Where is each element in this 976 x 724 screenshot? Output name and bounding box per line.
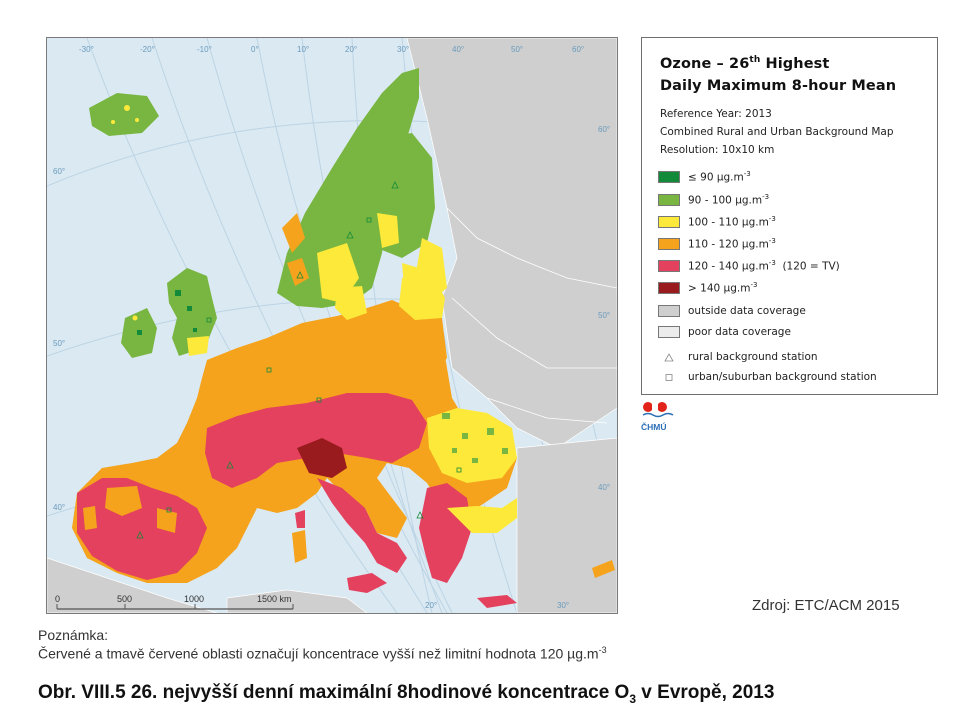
- resolution: Resolution: 10x10 km: [660, 144, 775, 156]
- triangle-icon: [664, 352, 674, 361]
- lon-label: 40°: [452, 45, 464, 54]
- scale-label: 1500 km: [257, 594, 292, 604]
- chmu-logo: ČHMÚ: [641, 400, 681, 436]
- legend-swatch: [658, 216, 680, 228]
- lon-label: 30°: [557, 601, 569, 610]
- lat-label: 60°: [53, 167, 65, 176]
- lon-label: 20°: [425, 601, 437, 610]
- cyprus: [592, 560, 615, 578]
- sardinia: [292, 530, 307, 563]
- lon-label: -20°: [140, 45, 155, 54]
- bulgaria: [447, 498, 517, 533]
- legend-swatch: [658, 238, 680, 250]
- legend-title: Ozone – 26th Highest: [660, 55, 830, 72]
- legend-class: 110 - 120 µg.m-3: [658, 237, 776, 251]
- square-icon: [665, 373, 673, 381]
- legend-class: poor data coverage: [658, 325, 791, 339]
- station-markers: [136, 181, 462, 539]
- legend-class: outside data coverage: [658, 304, 806, 318]
- lon-label: -30°: [79, 45, 94, 54]
- poland: [377, 303, 447, 383]
- lon-label: 30°: [397, 45, 409, 54]
- legend-swatch: [658, 326, 680, 338]
- denmark: [335, 286, 367, 320]
- legend-class: ≤ 90 µg.m-3: [658, 170, 751, 184]
- lon-label: 50°: [511, 45, 523, 54]
- ozone-map: -30° -20° -10° 0° 10° 20° 30° 40° 50° 60…: [46, 37, 618, 614]
- corsica: [295, 510, 305, 528]
- legend-class: > 140 µg.m-3: [658, 281, 757, 295]
- sicily: [347, 573, 387, 593]
- lat-label: 50°: [53, 339, 65, 348]
- legend-swatch: [658, 305, 680, 317]
- scale-bar: 0 500 1000 1500 km: [55, 594, 294, 610]
- lon-label: 10°: [297, 45, 309, 54]
- lon-label: -10°: [197, 45, 212, 54]
- legend-class: 100 - 110 µg.m-3: [658, 215, 776, 229]
- baltics: [399, 273, 445, 320]
- map-canvas: -30° -20° -10° 0° 10° 20° 30° 40° 50° 60…: [47, 38, 617, 613]
- legend-class: 120 - 140 µg.m-3 (120 = TV): [658, 259, 840, 273]
- lon-label: 60°: [572, 45, 584, 54]
- reference-year: Reference Year: 2013: [660, 108, 772, 120]
- figure-caption: Obr. VIII.5 26. nejvyšší denní maximální…: [38, 682, 775, 706]
- crete: [477, 595, 517, 608]
- legend-swatch: [658, 171, 680, 183]
- source-credit: Zdroj: ETC/ACM 2015: [752, 597, 900, 614]
- scale-label: 0: [55, 594, 60, 604]
- eastern-europe-yellow: [427, 408, 517, 483]
- lon-label: 0°: [251, 45, 259, 54]
- legend-class: 90 - 100 µg.m-3: [658, 193, 769, 207]
- lon-label: 20°: [345, 45, 357, 54]
- lat-label: 60°: [598, 125, 610, 134]
- scale-label: 500: [117, 594, 132, 604]
- outside-coverage: [47, 38, 617, 613]
- scale-label: 1000: [184, 594, 204, 604]
- legend-swatch: [658, 194, 680, 206]
- logo-text: ČHMÚ: [641, 421, 667, 432]
- italy: [317, 478, 407, 573]
- lat-label: 40°: [53, 503, 65, 512]
- legend-swatch: [658, 282, 680, 294]
- map-type: Combined Rural and Urban Background Map: [660, 126, 894, 138]
- lat-label: 40°: [598, 483, 610, 492]
- legend-subtitle: Daily Maximum 8-hour Mean: [660, 78, 897, 94]
- po-valley-dark: [297, 438, 347, 478]
- legend-swatch: [658, 260, 680, 272]
- lat-label: 50°: [598, 311, 610, 320]
- map-legend: Ozone – 26th Highest Daily Maximum 8-hou…: [641, 37, 938, 395]
- legend-station: rural background station: [658, 350, 818, 364]
- iceland: [89, 93, 159, 136]
- scandinavia: [277, 68, 419, 308]
- legend-station: urban/suburban background station: [658, 370, 877, 384]
- note-heading: Poznámka:: [38, 627, 109, 643]
- note-text: Červené a tmavě červené oblasti označují…: [38, 645, 607, 662]
